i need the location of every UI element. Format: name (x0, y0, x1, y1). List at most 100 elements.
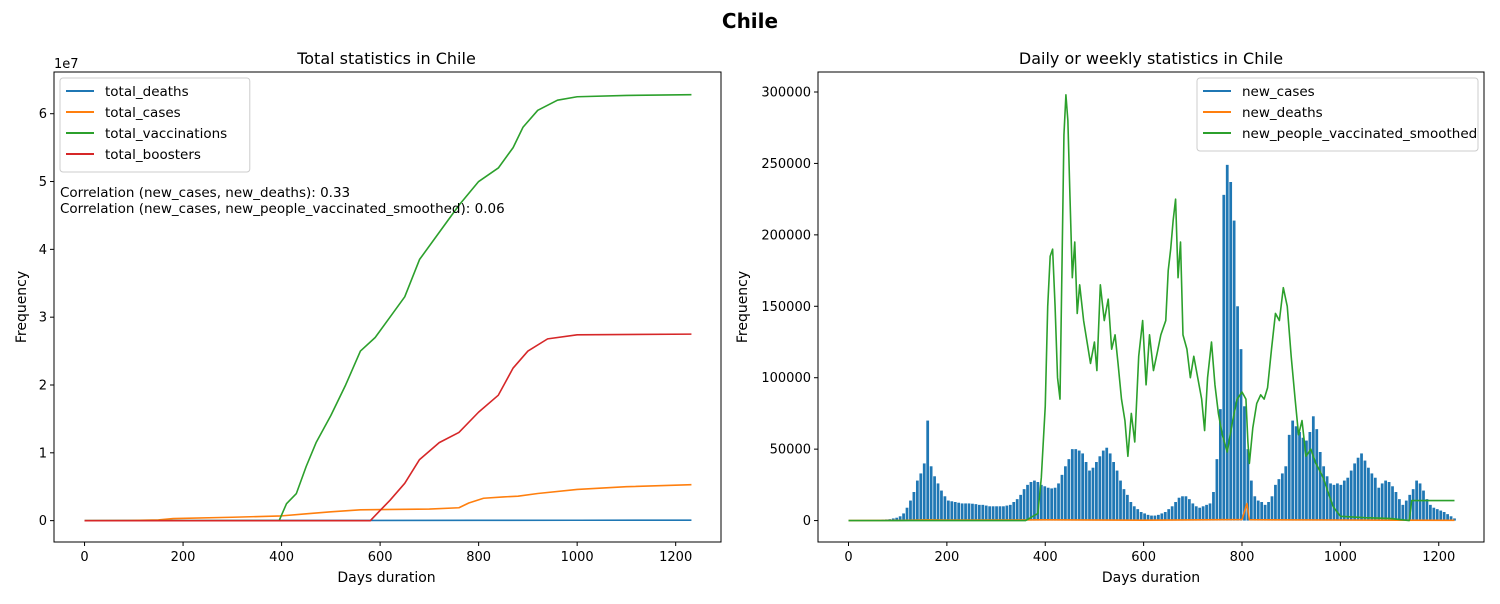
y-tick-label: 1 (39, 446, 47, 461)
new-cases-bar (1043, 486, 1046, 520)
new-cases-bar (954, 502, 957, 521)
new-cases-bar (1432, 508, 1435, 521)
x-tick-label: 400 (1033, 550, 1058, 565)
new-people-vaccinated-smoothed-legend-label: new_people_vaccinated_smoothed (1242, 126, 1477, 142)
new-cases-bar (1057, 483, 1060, 520)
x-tick-label: 200 (171, 550, 196, 565)
daily-statistics-ylabel: Frequency (735, 271, 751, 343)
new-cases-bar (1401, 505, 1404, 521)
y-tick-label: 200000 (761, 228, 811, 243)
y-tick-label: 50000 (770, 443, 811, 458)
new-cases-bar (1264, 505, 1267, 521)
new-cases-bar (1129, 502, 1132, 521)
new-cases-bar (913, 492, 916, 521)
y-tick-label: 3 (39, 311, 47, 326)
new-cases-bar (1012, 502, 1015, 521)
new-cases-bar (1429, 505, 1432, 521)
new-cases-bar (992, 506, 995, 520)
new-cases-bar (1374, 478, 1377, 521)
new-cases-bar (1054, 488, 1057, 521)
new-cases-bar (1095, 462, 1098, 521)
new-cases-bar (975, 504, 978, 520)
x-tick-label: 0 (844, 550, 852, 565)
new-cases-bar (1391, 486, 1394, 520)
new-cases-bar (1291, 421, 1294, 521)
new-cases-bar (1050, 488, 1053, 520)
new-cases-bar (1078, 451, 1081, 521)
new-cases-bar (909, 501, 912, 521)
new-cases-bar (1257, 501, 1260, 521)
new-cases-bar (1367, 468, 1370, 521)
total-cases-legend-label: total_cases (105, 105, 181, 121)
new-cases-bar (1422, 491, 1425, 521)
new-cases-bar (1092, 468, 1095, 521)
new-cases-bar (1002, 506, 1005, 520)
new-cases-bars (875, 165, 1456, 521)
new-cases-bar (1388, 482, 1391, 521)
total-statistics-legend: total_deathstotal_casestotal_vaccination… (60, 78, 250, 172)
x-tick-label: 200 (934, 550, 959, 565)
new-cases-bar (1140, 512, 1143, 521)
new-cases-bar (1333, 485, 1336, 521)
new-cases-bar (957, 503, 960, 521)
new-cases-bar (1439, 511, 1442, 521)
new-cases-bar (1026, 485, 1029, 521)
new-cases-bar (937, 483, 940, 520)
new-cases-bar (1198, 508, 1201, 521)
x-tick-label: 1000 (1324, 550, 1357, 565)
new-cases-bar (1216, 459, 1219, 520)
new-cases-bar (1353, 463, 1356, 520)
new-cases-bar (1295, 426, 1298, 520)
new-cases-bar (944, 496, 947, 520)
new-cases-bar (1322, 466, 1325, 520)
new-cases-bar (1308, 432, 1311, 521)
new-cases-bar (1260, 502, 1263, 521)
new-cases-bar (1167, 509, 1170, 520)
new-cases-bar (1233, 221, 1236, 521)
new-cases-bar (1315, 429, 1318, 520)
x-tick-label: 0 (80, 550, 88, 565)
y-tick-label: 100000 (761, 371, 811, 386)
y-tick-label: 0 (803, 514, 811, 529)
new-cases-bar (964, 503, 967, 520)
x-tick-label: 1200 (659, 550, 692, 565)
new-cases-bar (1250, 481, 1253, 521)
x-tick-label: 800 (466, 550, 491, 565)
x-tick-label: 800 (1230, 550, 1255, 565)
total-statistics-xlabel: Days duration (337, 570, 435, 586)
new-cases-bar (1209, 503, 1212, 520)
new-cases-bar (1384, 481, 1387, 521)
new-cases-bar (985, 506, 988, 521)
new-cases-bar (1229, 182, 1232, 521)
new-cases-bar (1298, 432, 1301, 521)
new-cases-bar (1126, 495, 1129, 521)
total-boosters-line (85, 334, 692, 521)
correlation-annotation-deaths: Correlation (new_cases, new_deaths): 0.3… (60, 185, 350, 201)
new-cases-bar (1236, 306, 1239, 520)
new-cases-bar (1009, 505, 1012, 521)
new-cases-bar (968, 503, 971, 520)
new-cases-bar (1188, 499, 1191, 520)
new-cases-bar (1047, 488, 1050, 521)
new-cases-bar (1271, 496, 1274, 520)
y-tick-label: 300000 (761, 86, 811, 101)
new-cases-bar (1288, 435, 1291, 521)
new-cases-bar (1202, 506, 1205, 520)
new-cases-bar (1226, 165, 1229, 521)
new-cases-bar (1395, 492, 1398, 521)
new-cases-bar (1064, 466, 1067, 520)
new-cases-bar (1178, 498, 1181, 521)
new-cases-bar (1102, 451, 1105, 521)
new-cases-bar (1023, 489, 1026, 520)
new-cases-bar (1019, 495, 1022, 521)
new-cases-bar (961, 503, 964, 520)
new-cases-bar (1284, 466, 1287, 520)
new-cases-bar (1098, 456, 1101, 520)
y-tick-label: 0 (39, 514, 47, 529)
new-cases-bar (1405, 501, 1408, 521)
new-cases-bar (1119, 481, 1122, 521)
new-cases-bar (1243, 406, 1246, 520)
